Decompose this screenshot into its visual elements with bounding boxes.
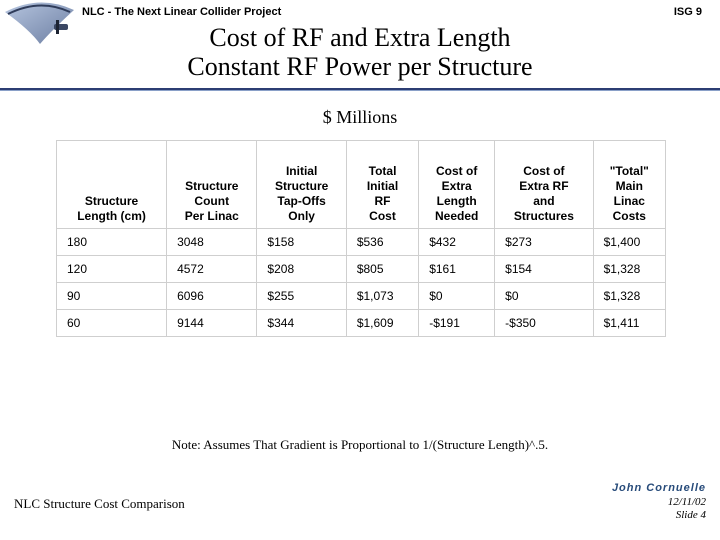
cell: $1,411	[593, 310, 665, 337]
cell: $805	[346, 256, 418, 283]
cell: $0	[495, 283, 593, 310]
footer-slide-number: Slide 4	[612, 509, 706, 522]
slide-title: Cost of RF and Extra Length Constant RF …	[0, 24, 720, 81]
cell: $432	[419, 229, 495, 256]
cell: $154	[495, 256, 593, 283]
cell: $344	[257, 310, 346, 337]
cell: 9144	[167, 310, 257, 337]
footer-date: 12/11/02	[612, 496, 706, 509]
cell: 4572	[167, 256, 257, 283]
cell: -$191	[419, 310, 495, 337]
cell: 90	[57, 283, 167, 310]
col-extra-length: Cost ofExtraLengthNeeded	[419, 141, 495, 229]
slide: NLC - The Next Linear Collider Project I…	[0, 0, 720, 540]
cell: $208	[257, 256, 346, 283]
footer-right: John Cornuelle 12/11/02 Slide 4	[612, 482, 706, 522]
cell: 180	[57, 229, 167, 256]
cell: $158	[257, 229, 346, 256]
cell: 120	[57, 256, 167, 283]
col-initial-tapoffs: InitialStructureTap-OffsOnly	[257, 141, 346, 229]
footer-left: NLC Structure Cost Comparison	[14, 496, 185, 512]
title-line-1: Cost of RF and Extra Length	[0, 24, 720, 53]
cell: 3048	[167, 229, 257, 256]
title-line-2: Constant RF Power per Structure	[0, 53, 720, 82]
cell: $0	[419, 283, 495, 310]
cell: $1,609	[346, 310, 418, 337]
table-row: 120 4572 $208 $805 $161 $154 $1,328	[57, 256, 666, 283]
table-header-row: StructureLength (cm) StructureCountPer L…	[57, 141, 666, 229]
col-extra-rf: Cost ofExtra RFandStructures	[495, 141, 593, 229]
header-tag: ISG 9	[674, 6, 702, 18]
project-name: NLC - The Next Linear Collider Project	[82, 6, 281, 18]
table-row: 180 3048 $158 $536 $432 $273 $1,400	[57, 229, 666, 256]
cell: 60	[57, 310, 167, 337]
cell: $1,328	[593, 256, 665, 283]
col-structure-count: StructureCountPer Linac	[167, 141, 257, 229]
cell: $1,328	[593, 283, 665, 310]
table-row: 60 9144 $344 $1,609 -$191 -$350 $1,411	[57, 310, 666, 337]
cell: 6096	[167, 283, 257, 310]
footnote: Note: Assumes That Gradient is Proportio…	[0, 437, 720, 453]
cell: $161	[419, 256, 495, 283]
col-total-initial-rf: TotalInitialRFCost	[346, 141, 418, 229]
cost-table: StructureLength (cm) StructureCountPer L…	[56, 140, 666, 337]
cell: -$350	[495, 310, 593, 337]
cell: $1,400	[593, 229, 665, 256]
title-underline	[0, 88, 720, 91]
table-row: 90 6096 $255 $1,073 $0 $0 $1,328	[57, 283, 666, 310]
cell: $273	[495, 229, 593, 256]
cost-table-wrap: StructureLength (cm) StructureCountPer L…	[56, 140, 666, 337]
cell: $255	[257, 283, 346, 310]
cell: $536	[346, 229, 418, 256]
footer-author: John Cornuelle	[612, 482, 706, 495]
unit-label: $ Millions	[0, 107, 720, 128]
col-structure-length: StructureLength (cm)	[57, 141, 167, 229]
cell: $1,073	[346, 283, 418, 310]
col-total-linac: "Total"MainLinacCosts	[593, 141, 665, 229]
